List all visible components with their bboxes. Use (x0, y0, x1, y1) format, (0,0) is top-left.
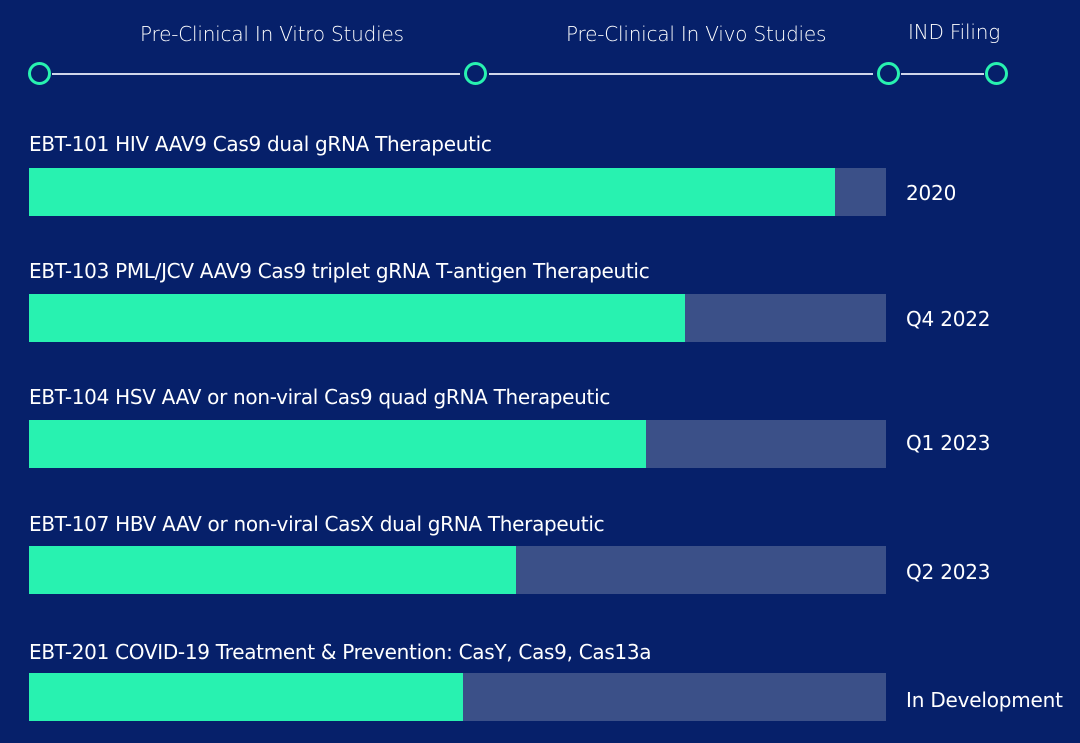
timeline-segment-1 (52, 73, 460, 75)
timeline-segment-3 (901, 73, 984, 75)
timeline-node-end (985, 62, 1008, 85)
program-date: Q1 2023 (906, 431, 991, 455)
progress-bar-track (29, 294, 886, 342)
program-label: EBT-101 HIV AAV9 Cas9 dual gRNA Therapeu… (29, 132, 492, 156)
program-label: EBT-201 COVID-19 Treatment & Prevention:… (29, 640, 652, 664)
progress-bar-fill (29, 546, 516, 594)
progress-bar-track (29, 546, 886, 594)
progress-bar-track (29, 420, 886, 468)
timeline-node-ind-filing (877, 62, 900, 85)
program-date: In Development (906, 688, 1063, 712)
progress-bar-fill (29, 673, 464, 721)
progress-bar-fill (29, 294, 686, 342)
program-label: EBT-103 PML/JCV AAV9 Cas9 triplet gRNA T… (29, 259, 650, 283)
timeline-node-in-vivo (464, 62, 487, 85)
program-label: EBT-104 HSV AAV or non-viral Cas9 quad g… (29, 385, 611, 409)
timeline-segment-2 (489, 73, 873, 75)
stage-label-in-vitro: Pre-Clinical In Vitro Studies (140, 22, 404, 46)
program-date: Q4 2022 (906, 307, 991, 331)
program-date: 2020 (906, 181, 957, 205)
progress-bar-track (29, 673, 886, 721)
stage-label-in-vivo: Pre-Clinical In Vivo Studies (566, 22, 827, 46)
timeline-node-start (28, 62, 51, 85)
program-date: Q2 2023 (906, 560, 991, 584)
stage-label-ind-filing: IND Filing (908, 20, 1001, 44)
progress-bar-track (29, 168, 886, 216)
program-label: EBT-107 HBV AAV or non-viral CasX dual g… (29, 512, 605, 536)
progress-bar-fill (29, 168, 835, 216)
progress-bar-fill (29, 420, 647, 468)
